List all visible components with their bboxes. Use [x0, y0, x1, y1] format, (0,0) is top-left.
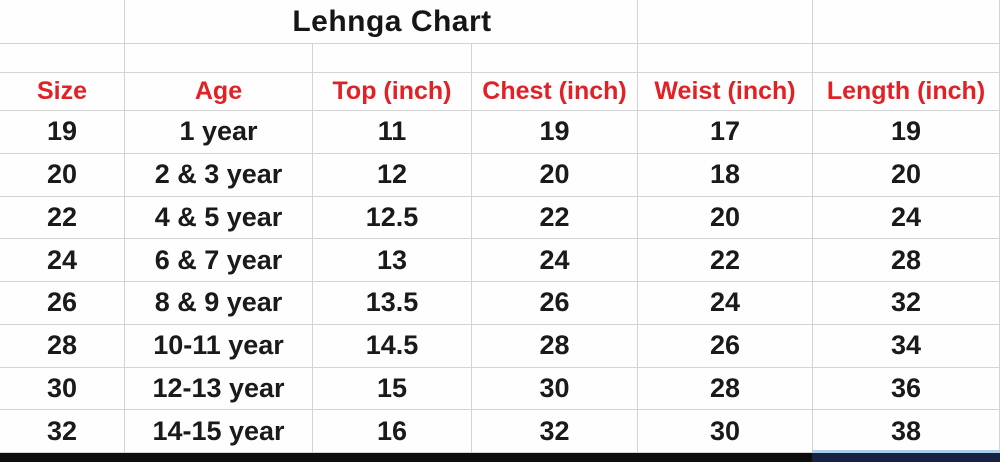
column-header-age: Age: [125, 73, 313, 111]
empty-cell: [313, 44, 472, 73]
table-cell: 24: [0, 239, 125, 282]
table-cell: 26: [638, 324, 813, 368]
empty-cell: [813, 44, 1000, 73]
table-cell: 20: [813, 153, 1000, 197]
bottom-blue-bar-highlight: [812, 450, 1000, 453]
empty-cell: [638, 44, 813, 73]
table-cell: 12-13 year: [125, 367, 313, 411]
table-cell: 20: [0, 153, 125, 197]
empty-cell: [472, 44, 638, 73]
table-cell: 28: [0, 324, 125, 368]
table-cell: 30: [472, 367, 638, 411]
table-cell: 30: [0, 367, 125, 411]
column-header-length: Length (inch): [813, 73, 1000, 111]
column-header-size: Size: [0, 73, 125, 111]
table-cell: 12.5: [313, 196, 472, 240]
table-cell: 36: [813, 367, 1000, 411]
title-row-empty-cell: [0, 0, 125, 44]
table-cell: 24: [813, 196, 1000, 240]
empty-cell: [0, 44, 125, 73]
table-cell: 32: [0, 410, 125, 453]
table-cell: 28: [813, 239, 1000, 282]
table-cell: 22: [638, 239, 813, 282]
table-cell: 2 & 3 year: [125, 153, 313, 197]
table-cell: 19: [813, 111, 1000, 154]
bottom-black-bar: [0, 453, 812, 462]
page-title: Lehnga Chart: [125, 0, 638, 44]
table-cell: 30: [638, 410, 813, 453]
table-cell: 12: [313, 153, 472, 197]
table-cell: 8 & 9 year: [125, 282, 313, 325]
bottom-bar: [0, 449, 1000, 462]
table-cell: 20: [638, 196, 813, 240]
table-cell: 19: [472, 111, 638, 154]
table-cell: 34: [813, 324, 1000, 368]
table-cell: 38: [813, 410, 1000, 453]
column-header-top: Top (inch): [313, 73, 472, 111]
table-cell: 20: [472, 153, 638, 197]
table-cell: 19: [0, 111, 125, 154]
bottom-blue-bar: [812, 450, 1000, 462]
table-cell: 28: [638, 367, 813, 411]
empty-cell: [125, 44, 313, 73]
table-cell: 14.5: [313, 324, 472, 368]
table-cell: 11: [313, 111, 472, 154]
table-cell: 14-15 year: [125, 410, 313, 453]
table-cell: 24: [638, 282, 813, 325]
table-cell: 22: [0, 196, 125, 240]
table-cell: 16: [313, 410, 472, 453]
column-header-weist: Weist (inch): [638, 73, 813, 111]
table-cell: 26: [472, 282, 638, 325]
title-row-empty-cell: [638, 0, 813, 44]
table-cell: 17: [638, 111, 813, 154]
table-cell: 24: [472, 239, 638, 282]
table-cell: 10-11 year: [125, 324, 313, 368]
table-cell: 4 & 5 year: [125, 196, 313, 240]
table-cell: 18: [638, 153, 813, 197]
table-cell: 15: [313, 367, 472, 411]
title-row-empty-cell: [813, 0, 1000, 44]
table-cell: 13: [313, 239, 472, 282]
column-header-chest: Chest (inch): [472, 73, 638, 111]
table-cell: 1 year: [125, 111, 313, 154]
table-cell: 32: [472, 410, 638, 453]
table-cell: 13.5: [313, 282, 472, 325]
table-cell: 28: [472, 324, 638, 368]
table-cell: 6 & 7 year: [125, 239, 313, 282]
bottom-blue-bar-body: [812, 453, 1000, 462]
table-cell: 22: [472, 196, 638, 240]
table-cell: 32: [813, 282, 1000, 325]
table-cell: 26: [0, 282, 125, 325]
